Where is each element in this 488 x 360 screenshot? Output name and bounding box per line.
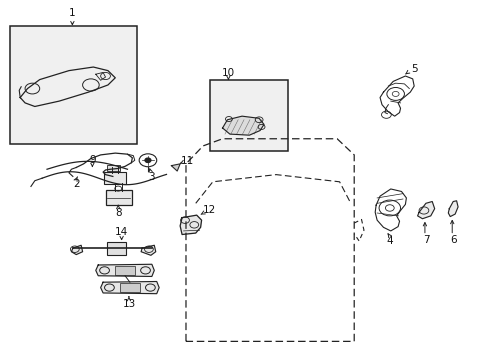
Text: 2: 2 — [73, 179, 80, 189]
Text: 7: 7 — [422, 235, 429, 245]
Polygon shape — [417, 202, 434, 219]
Text: 3: 3 — [148, 172, 155, 182]
Polygon shape — [180, 215, 201, 234]
Polygon shape — [222, 116, 264, 135]
Text: 1: 1 — [69, 8, 76, 18]
Text: 6: 6 — [449, 235, 456, 245]
Polygon shape — [101, 282, 159, 294]
Polygon shape — [141, 245, 156, 255]
Text: 9: 9 — [89, 155, 96, 165]
FancyBboxPatch shape — [120, 283, 140, 292]
Text: 4: 4 — [386, 236, 392, 246]
FancyBboxPatch shape — [104, 172, 126, 184]
Text: 13: 13 — [123, 299, 136, 309]
FancyBboxPatch shape — [105, 190, 132, 206]
Text: 5: 5 — [410, 64, 417, 74]
FancyBboxPatch shape — [107, 165, 120, 171]
FancyBboxPatch shape — [115, 266, 135, 275]
Polygon shape — [96, 264, 154, 276]
Text: 8: 8 — [115, 208, 122, 218]
Circle shape — [145, 158, 151, 162]
Text: 11: 11 — [180, 156, 193, 166]
Polygon shape — [171, 164, 180, 171]
Text: 10: 10 — [222, 68, 235, 78]
FancyBboxPatch shape — [10, 26, 137, 144]
FancyBboxPatch shape — [210, 80, 288, 151]
FancyBboxPatch shape — [106, 242, 126, 255]
Polygon shape — [447, 201, 457, 217]
Text: 12: 12 — [203, 206, 216, 216]
Text: 14: 14 — [115, 227, 128, 237]
Polygon shape — [71, 245, 82, 255]
